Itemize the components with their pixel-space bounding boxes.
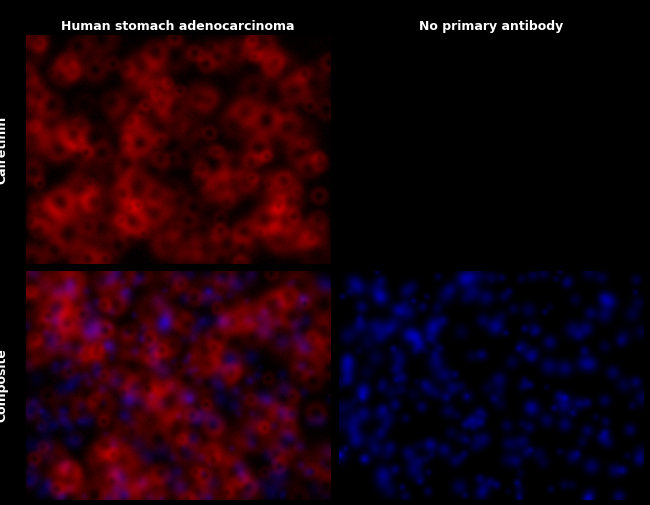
Title: No primary antibody: No primary antibody (419, 20, 564, 33)
Text: Calretinin: Calretinin (0, 116, 8, 184)
Text: Composite: Composite (0, 348, 8, 423)
Title: Human stomach adenocarcinoma: Human stomach adenocarcinoma (61, 20, 295, 33)
